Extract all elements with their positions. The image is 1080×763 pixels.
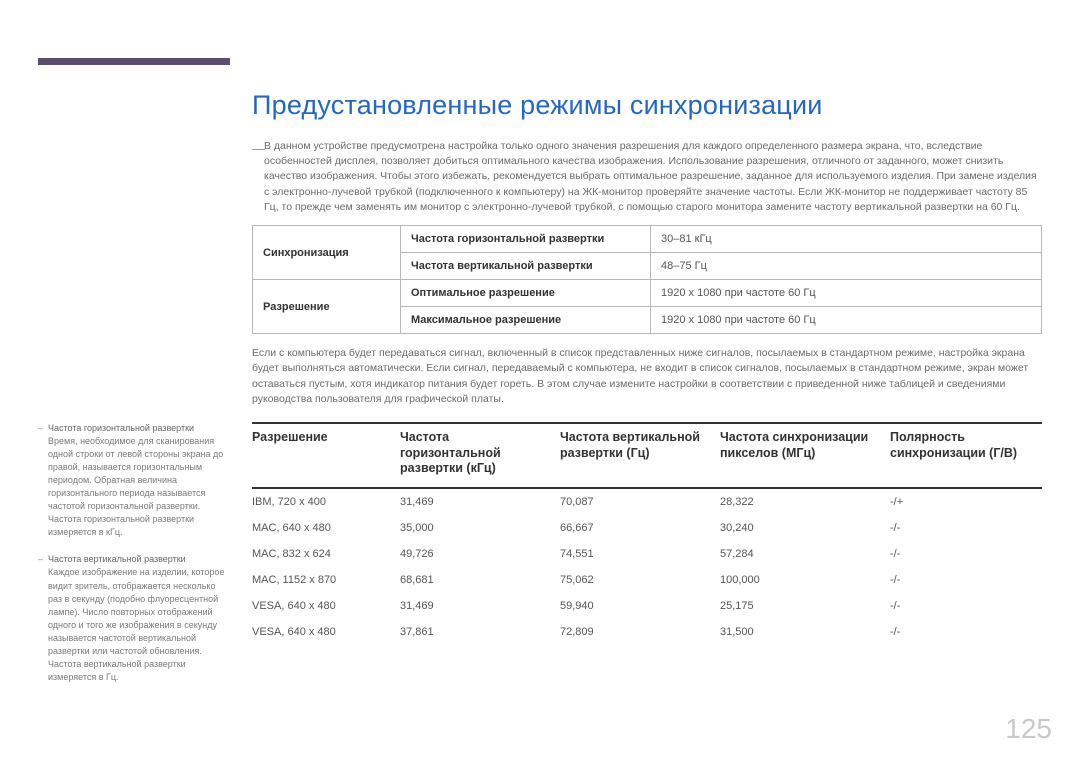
table-cell: -/- — [890, 541, 1042, 567]
table-cell: 35,000 — [400, 515, 560, 541]
table-cell: 28,322 — [720, 488, 890, 515]
modes-table: Разрешение Частота горизонтальной развер… — [252, 422, 1042, 645]
table-header-row: Разрешение Частота горизонтальной развер… — [252, 423, 1042, 488]
table-cell: VESA, 640 x 480 — [252, 593, 400, 619]
table-cell: 70,087 — [560, 488, 720, 515]
max-label: Максимальное разрешение — [401, 307, 651, 334]
table-row: MAC, 640 x 48035,00066,66730,240-/- — [252, 515, 1042, 541]
table-cell: -/- — [890, 593, 1042, 619]
table-cell: -/- — [890, 567, 1042, 593]
sidebar-notes: – Частота горизонтальной развертки Время… — [38, 422, 230, 698]
table-cell: -/+ — [890, 488, 1042, 515]
table-cell: 68,681 — [400, 567, 560, 593]
table-cell: 31,469 — [400, 593, 560, 619]
note-body: Каждое изображение на изделии, которое в… — [48, 566, 230, 683]
vfreq-value: 48–75 Гц — [651, 253, 1042, 280]
table-row: MAC, 1152 x 87068,68175,062100,000-/- — [252, 567, 1042, 593]
hfreq-value: 30–81 кГц — [651, 226, 1042, 253]
table-cell: 37,861 — [400, 619, 560, 645]
table-cell: 72,809 — [560, 619, 720, 645]
table-row: VESA, 640 x 48037,86172,80931,500-/- — [252, 619, 1042, 645]
table-cell: MAC, 1152 x 870 — [252, 567, 400, 593]
page-number: 125 — [1005, 713, 1052, 745]
table-row: Разрешение Оптимальное разрешение 1920 x… — [253, 280, 1042, 307]
table-row: IBM, 720 x 40031,46970,08728,322-/+ — [252, 488, 1042, 515]
sync-label: Синхронизация — [253, 226, 401, 280]
table-cell: 30,240 — [720, 515, 890, 541]
note-title: Частота вертикальной развертки — [48, 554, 186, 564]
hfreq-label: Частота горизонтальной развертки — [401, 226, 651, 253]
table-row: MAC, 832 x 62449,72674,55157,284-/- — [252, 541, 1042, 567]
col-vfreq: Частота вертикальной развертки (Гц) — [560, 423, 720, 488]
spec-table: Синхронизация Частота горизонтальной раз… — [252, 225, 1042, 334]
table-cell: VESA, 640 x 480 — [252, 619, 400, 645]
table-cell: 75,062 — [560, 567, 720, 593]
col-resolution: Разрешение — [252, 423, 400, 488]
table-cell: IBM, 720 x 400 — [252, 488, 400, 515]
note-body: Время, необходимое для сканирования одно… — [48, 435, 230, 539]
opt-label: Оптимальное разрешение — [401, 280, 651, 307]
table-cell: -/- — [890, 515, 1042, 541]
table-cell: 31,469 — [400, 488, 560, 515]
vfreq-label: Частота вертикальной развертки — [401, 253, 651, 280]
table-cell: 74,551 — [560, 541, 720, 567]
mid-text: Если с компьютера будет передаваться сиг… — [252, 346, 1042, 407]
col-pixclock: Частота синхронизации пикселов (МГц) — [720, 423, 890, 488]
table-cell: 57,284 — [720, 541, 890, 567]
res-label: Разрешение — [253, 280, 401, 334]
table-cell: 100,000 — [720, 567, 890, 593]
main-content: Предустановленные режимы синхронизации ―… — [252, 90, 1042, 645]
intro-block: ― В данном устройстве предусмотрена наст… — [252, 139, 1042, 215]
table-cell: 31,500 — [720, 619, 890, 645]
note-title: Частота горизонтальной развертки — [48, 423, 194, 433]
accent-bar — [38, 58, 230, 65]
page-title: Предустановленные режимы синхронизации — [252, 90, 1042, 121]
table-cell: MAC, 832 x 624 — [252, 541, 400, 567]
col-hfreq: Частота горизонтальной развертки (кГц) — [400, 423, 560, 488]
dash-icon: – — [38, 553, 43, 566]
table-cell: MAC, 640 x 480 — [252, 515, 400, 541]
table-row: Синхронизация Частота горизонтальной раз… — [253, 226, 1042, 253]
table-cell: -/- — [890, 619, 1042, 645]
dash-icon: – — [38, 422, 43, 435]
max-value: 1920 x 1080 при частоте 60 Гц — [651, 307, 1042, 334]
sidebar-note-vfreq: – Частота вертикальной развертки Каждое … — [38, 553, 230, 683]
table-cell: 49,726 — [400, 541, 560, 567]
dash-icon: ― — [252, 141, 265, 156]
table-cell: 59,940 — [560, 593, 720, 619]
table-cell: 66,667 — [560, 515, 720, 541]
table-row: VESA, 640 x 48031,46959,94025,175-/- — [252, 593, 1042, 619]
opt-value: 1920 x 1080 при частоте 60 Гц — [651, 280, 1042, 307]
intro-text: В данном устройстве предусмотрена настро… — [264, 139, 1042, 215]
sidebar-note-hfreq: – Частота горизонтальной развертки Время… — [38, 422, 230, 539]
col-polarity: Полярность синхронизации (Г/В) — [890, 423, 1042, 488]
table-cell: 25,175 — [720, 593, 890, 619]
